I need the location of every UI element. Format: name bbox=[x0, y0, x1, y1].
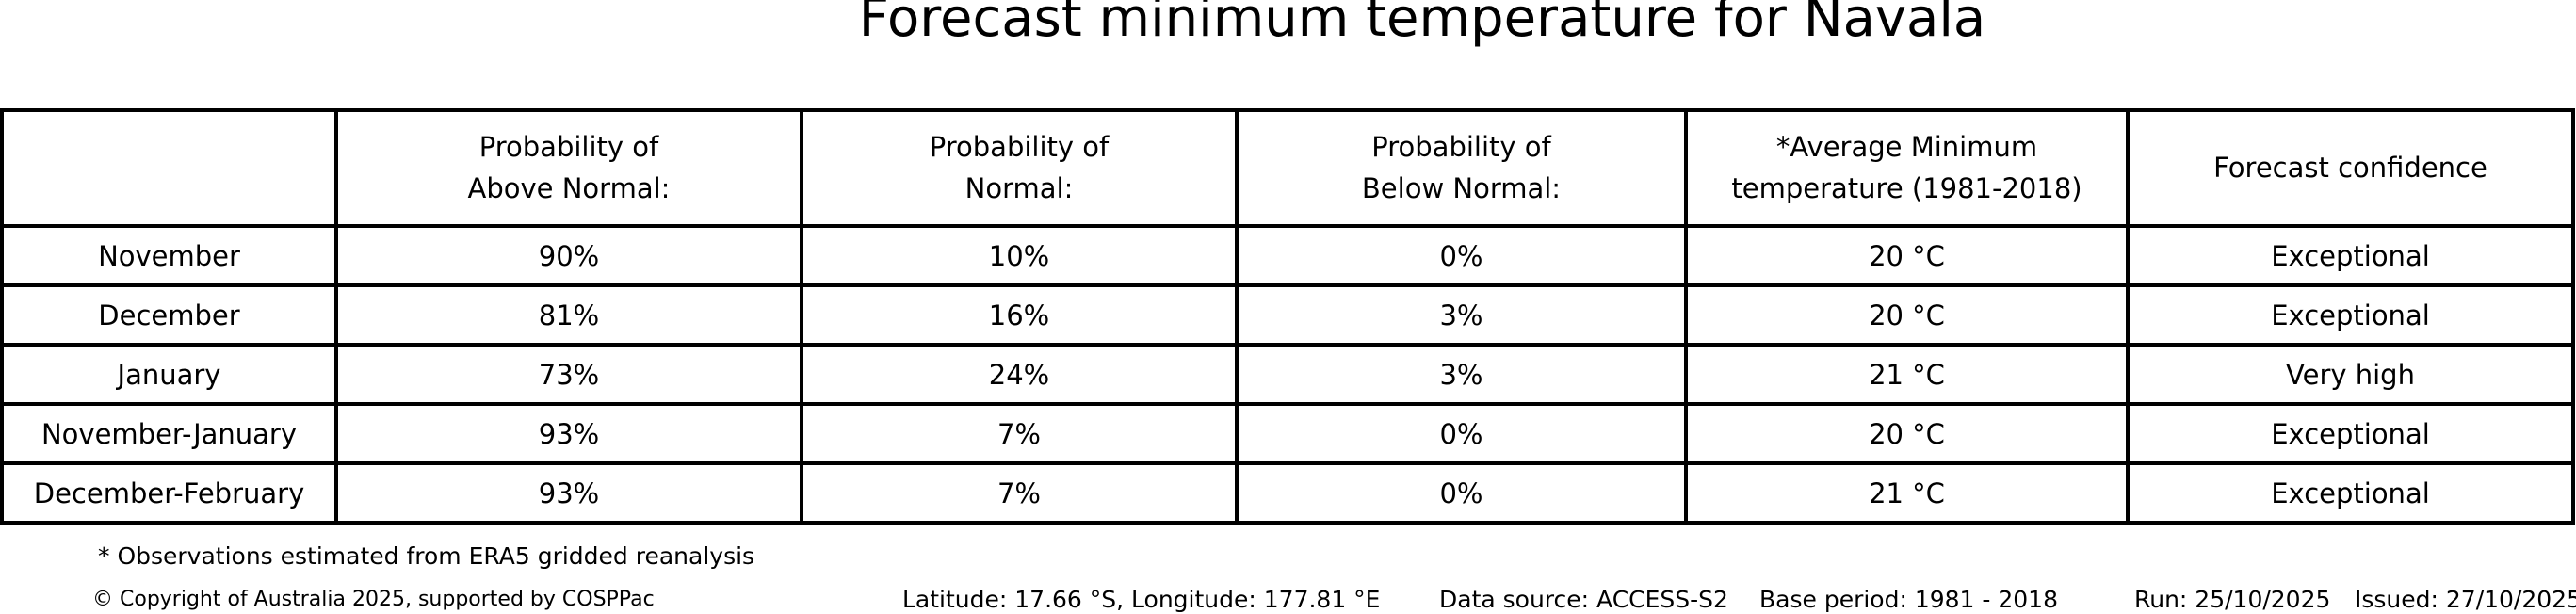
cell-prob-normal: 7% bbox=[800, 461, 1239, 525]
cell-prob-normal: 10% bbox=[800, 224, 1239, 287]
cell-avg-min-temp: 21 °C bbox=[1684, 343, 2130, 406]
row-label: November bbox=[0, 224, 338, 287]
cell-confidence: Exceptional bbox=[2126, 461, 2575, 525]
cell-prob-normal: 16% bbox=[800, 283, 1239, 347]
cell-confidence: Exceptional bbox=[2126, 402, 2575, 465]
table-row: November 90% 10% 0% 20 °C Exceptional bbox=[0, 224, 2575, 287]
col-header-prob-below-normal: Probability of Below Normal: bbox=[1235, 108, 1688, 228]
cell-prob-below: 0% bbox=[1235, 461, 1688, 525]
page-title: Forecast minimum temperature for Navala bbox=[858, 0, 1986, 49]
row-label: December-February bbox=[0, 461, 338, 525]
cell-avg-min-temp: 20 °C bbox=[1684, 283, 2130, 347]
table-header-row: Probability of Above Normal: Probability… bbox=[0, 108, 2575, 228]
cell-prob-normal: 24% bbox=[800, 343, 1239, 406]
footer-data-source: Data source: ACCESS-S2 bbox=[1439, 586, 1728, 613]
cell-prob-below: 3% bbox=[1235, 343, 1688, 406]
cell-prob-above: 93% bbox=[334, 461, 803, 525]
table-corner-blank bbox=[0, 108, 338, 228]
footer-copyright: © Copyright of Australia 2025, supported… bbox=[92, 588, 655, 611]
row-label: December bbox=[0, 283, 338, 347]
footer-location: Latitude: 17.66 °S, Longitude: 177.81 °E bbox=[902, 586, 1381, 613]
table-row: December 81% 16% 3% 20 °C Exceptional bbox=[0, 283, 2575, 347]
cell-avg-min-temp: 20 °C bbox=[1684, 402, 2130, 465]
cell-avg-min-temp: 21 °C bbox=[1684, 461, 2130, 525]
footnote-era5: * Observations estimated from ERA5 gridd… bbox=[98, 542, 755, 570]
row-label: January bbox=[0, 343, 338, 406]
cell-prob-above: 81% bbox=[334, 283, 803, 347]
cell-avg-min-temp: 20 °C bbox=[1684, 224, 2130, 287]
cell-confidence: Very high bbox=[2126, 343, 2575, 406]
table-row: December-February 93% 7% 0% 21 °C Except… bbox=[0, 461, 2575, 525]
footer-base-period: Base period: 1981 - 2018 bbox=[1759, 586, 2058, 613]
col-header-prob-above-normal: Probability of Above Normal: bbox=[334, 108, 803, 228]
table-row: January 73% 24% 3% 21 °C Very high bbox=[0, 343, 2575, 406]
cell-prob-above: 90% bbox=[334, 224, 803, 287]
cell-prob-below: 0% bbox=[1235, 224, 1688, 287]
col-header-avg-min-temp: *Average Minimum temperature (1981-2018) bbox=[1684, 108, 2130, 228]
col-header-forecast-confidence: Forecast confidence bbox=[2126, 108, 2575, 228]
row-label: November-January bbox=[0, 402, 338, 465]
cell-prob-normal: 7% bbox=[800, 402, 1239, 465]
cell-confidence: Exceptional bbox=[2126, 224, 2575, 287]
table-row: November-January 93% 7% 0% 20 °C Excepti… bbox=[0, 402, 2575, 465]
cell-prob-above: 93% bbox=[334, 402, 803, 465]
cell-confidence: Exceptional bbox=[2126, 283, 2575, 347]
footer-issued-date: Issued: 27/10/2025 bbox=[2355, 586, 2576, 613]
cell-prob-above: 73% bbox=[334, 343, 803, 406]
col-header-prob-normal: Probability of Normal: bbox=[800, 108, 1239, 228]
footer-run-date: Run: 25/10/2025 bbox=[2134, 586, 2331, 613]
cell-prob-below: 3% bbox=[1235, 283, 1688, 347]
forecast-table: Probability of Above Normal: Probability… bbox=[0, 108, 2575, 525]
cell-prob-below: 0% bbox=[1235, 402, 1688, 465]
